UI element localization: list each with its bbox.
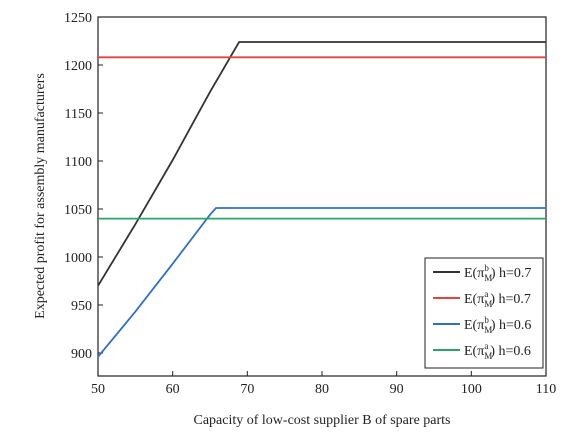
x-tick-label: 60	[166, 382, 180, 397]
y-tick-label: 950	[71, 299, 92, 314]
y-tick-label: 1200	[64, 59, 92, 74]
legend-entry-3: E(πMa) h=0.6	[464, 341, 531, 361]
series-line-2	[97, 207, 546, 358]
legend-entry-1: E(πMa) h=0.7	[464, 289, 531, 309]
x-tick-label: 100	[461, 382, 482, 397]
legend: E(πMb) h=0.7 E(πMa) h=0.7 E(πMb) h=0.6 E(πM…	[424, 257, 544, 369]
y-axis: 900 950 1000 1050 1100 1150 1200 1250	[64, 11, 103, 362]
y-tick-label: 1150	[65, 107, 92, 122]
legend-entry-0: E(πMb) h=0.7	[464, 263, 531, 283]
series-lines	[97, 41, 546, 358]
series-line-0	[97, 41, 546, 287]
legend-entry-2: E(πMb) h=0.6	[464, 315, 531, 335]
y-axis-title: Expected profit for assembly manufacture…	[33, 73, 48, 319]
y-tick-label: 900	[71, 347, 92, 362]
x-tick-label: 90	[390, 382, 404, 397]
x-tick-label: 70	[240, 382, 254, 397]
x-tick-label: 110	[536, 382, 556, 397]
y-tick-label: 1100	[65, 155, 92, 170]
x-tick-label: 80	[315, 382, 329, 397]
x-axis-title: Capacity of low-cost supplier B of spare…	[194, 413, 451, 428]
x-tick-label: 50	[91, 382, 105, 397]
y-tick-label: 1250	[64, 11, 92, 26]
y-tick-label: 1050	[64, 203, 92, 218]
y-tick-label: 1000	[64, 251, 92, 266]
x-axis: 50 60 70 80 90 100 110	[91, 371, 556, 397]
